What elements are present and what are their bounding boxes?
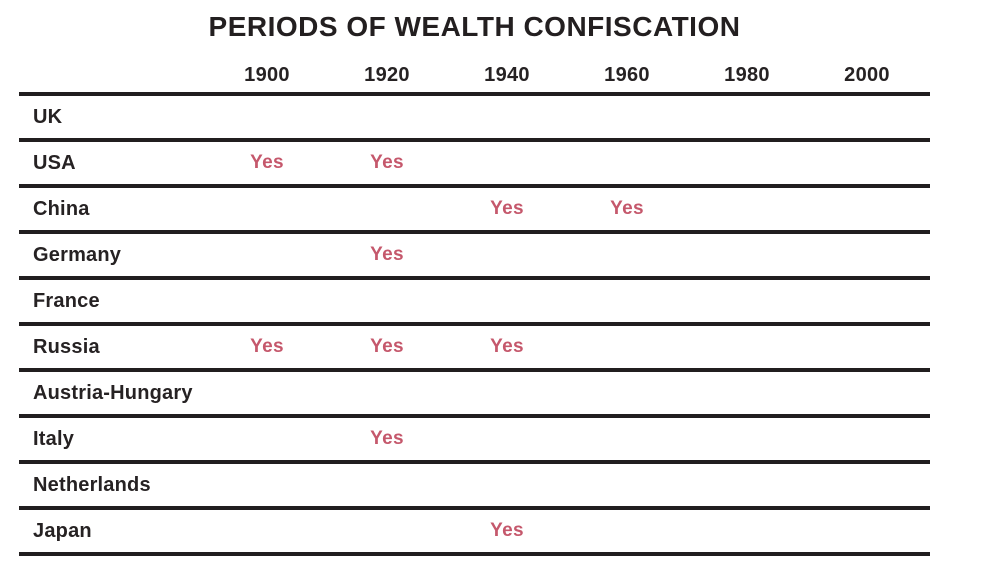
country-label: Russia	[33, 335, 100, 358]
yes-mark: Yes	[490, 336, 524, 357]
country-label: USA	[33, 151, 76, 174]
yes-mark: Yes	[610, 198, 644, 219]
country-label: UK	[33, 105, 63, 128]
yes-mark: Yes	[490, 520, 524, 541]
table-row: Russia Yes Yes Yes	[19, 326, 930, 372]
yes-mark: Yes	[370, 428, 404, 449]
yes-mark: Yes	[370, 336, 404, 357]
year-header-label: 1940	[484, 64, 530, 86]
yes-mark: Yes	[250, 336, 284, 357]
yes-mark: Yes	[490, 198, 524, 219]
year-header-label: 2000	[844, 64, 890, 86]
country-label: China	[33, 197, 90, 220]
year-header-label: 1960	[604, 64, 650, 86]
table-row: Japan Yes	[19, 510, 930, 556]
country-label: Italy	[33, 427, 75, 450]
country-label: Netherlands	[33, 473, 151, 496]
chart-container: PERIODS OF WEALTH CONFISCATION 1900 1920 1…	[19, 0, 930, 556]
year-header-label: 1900	[244, 64, 290, 86]
year-header-label: 1980	[724, 64, 770, 86]
year-header-label: 1920	[364, 64, 410, 86]
table-row: China Yes Yes	[19, 188, 930, 234]
table-row: UK	[19, 96, 930, 142]
year-header-row: 1900 1920 1940 1960 1980 2000	[19, 45, 930, 96]
yes-mark: Yes	[370, 244, 404, 265]
chart-title: PERIODS OF WEALTH CONFISCATION	[208, 11, 741, 42]
table-row: USA Yes Yes	[19, 142, 930, 188]
country-label: Japan	[33, 519, 92, 542]
table-row: Netherlands	[19, 464, 930, 510]
table-body: UK USA Yes Yes China Yes Yes Germany Yes France Ru…	[19, 96, 930, 556]
country-label: Austria-Hungary	[33, 381, 193, 404]
table-row: Austria-Hungary	[19, 372, 930, 418]
table-row: Germany Yes	[19, 234, 930, 280]
confiscation-table: 1900 1920 1940 1960 1980 2000 UK USA Yes Yes Chin…	[19, 45, 930, 556]
yes-mark: Yes	[370, 152, 404, 173]
country-label: Germany	[33, 243, 122, 266]
country-label: France	[33, 289, 100, 312]
table-row: France	[19, 280, 930, 326]
yes-mark: Yes	[250, 152, 284, 173]
table-row: Italy Yes	[19, 418, 930, 464]
